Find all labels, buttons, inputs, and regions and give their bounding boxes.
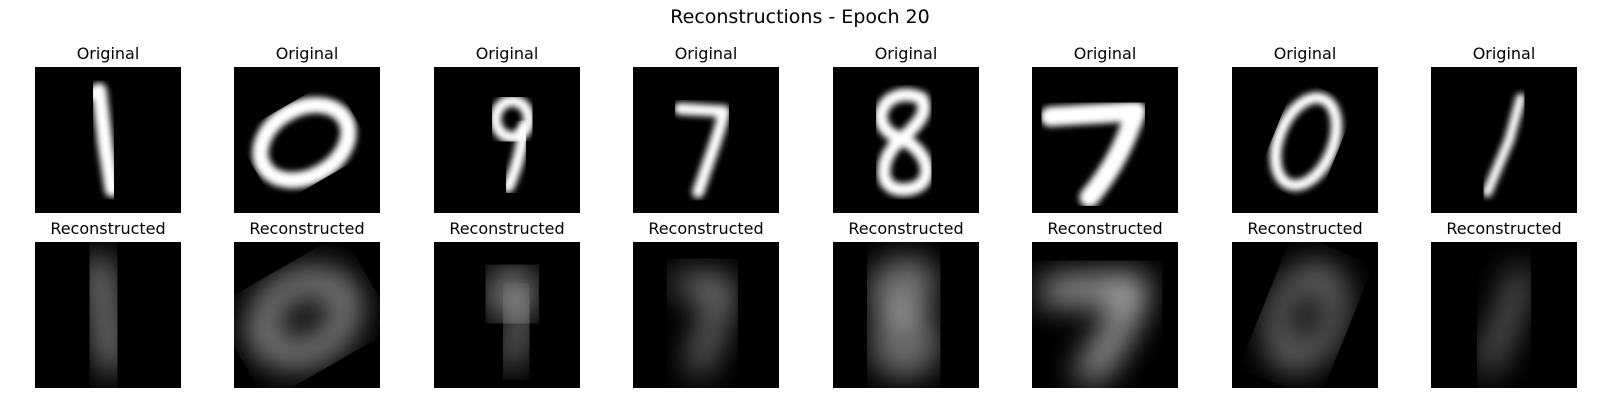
digit-stroke [673,277,731,374]
digit-stroke [874,263,934,372]
digit-7-stroke [1039,275,1147,383]
reconstructed-digit-panel [1431,242,1577,388]
reconstructed-digit-panel [1232,242,1378,388]
digit-stroke [874,88,934,197]
panel-title: Reconstructed [648,219,763,238]
digit-stroke [251,271,357,364]
panel-title: Original [1074,44,1137,63]
panel-title: Reconstructed [249,219,364,238]
image-background [1232,242,1378,388]
digit-7-stroke [673,102,731,199]
image-background [633,67,779,213]
panel-title: Original [476,44,539,63]
reconstructed-digit-panel [234,242,380,388]
digit-stroke [673,102,731,199]
panel-title: Original [77,44,140,63]
reconstructed-digit-panel [633,242,779,388]
reconstructed-digit-panel [35,242,181,388]
digit-1-stroke [1482,268,1526,373]
original-digit-panel [633,67,779,213]
digit-1-stroke [87,82,120,198]
digit-stroke [501,295,531,369]
panel-title: Original [1473,44,1536,63]
original-digit-panel [833,67,979,213]
digit-stroke [489,269,535,319]
digit-stroke [87,257,121,373]
digit-7-stroke [1040,101,1147,208]
digit-stroke [1482,93,1526,198]
digit-8-stroke [874,88,934,197]
digit-9-stroke [489,95,535,193]
original-digit-panel [1032,67,1178,213]
reconstructed-digit-panel [434,242,580,388]
original-digit-panel [1232,67,1378,213]
reconstructed-digit-panel [1032,242,1178,388]
panel-title: Reconstructed [848,219,963,238]
original-digit-panel [434,67,580,213]
digit-stroke [252,96,357,189]
digit-stroke [489,95,535,144]
panel-title: Reconstructed [50,219,165,238]
digit-stroke [1482,268,1526,373]
digit-1-stroke [1482,93,1526,198]
digit-stroke [1040,101,1147,208]
digit-0-stroke [251,271,357,364]
reconstructed-digit-panel [833,242,979,388]
digit-stroke [87,82,120,198]
original-digit-panel [35,67,181,213]
digit-0-stroke [1269,92,1343,192]
panel-title: Reconstructed [1247,219,1362,238]
figure-title: Reconstructions - Epoch 20 [670,6,929,28]
original-digit-panel [234,67,380,213]
panel-title: Original [1274,44,1337,63]
panel-title: Reconstructed [1047,219,1162,238]
original-digit-panel [1431,67,1577,213]
digit-8-stroke [874,263,934,372]
digit-0-stroke [1269,266,1343,367]
panel-title: Original [276,44,339,63]
panel-title: Reconstructed [1446,219,1561,238]
digit-0-stroke [252,96,357,189]
panel-title: Original [675,44,738,63]
digit-9-stroke [489,269,535,369]
image-background [633,242,779,388]
digit-stroke [502,120,531,193]
image-background [1232,67,1378,213]
digit-7-stroke [673,277,731,374]
panel-title: Original [875,44,938,63]
digit-stroke [1269,266,1343,367]
digit-stroke [1269,92,1343,192]
digit-stroke [1039,275,1147,383]
panel-title: Reconstructed [449,219,564,238]
digit-1-stroke [87,257,121,373]
